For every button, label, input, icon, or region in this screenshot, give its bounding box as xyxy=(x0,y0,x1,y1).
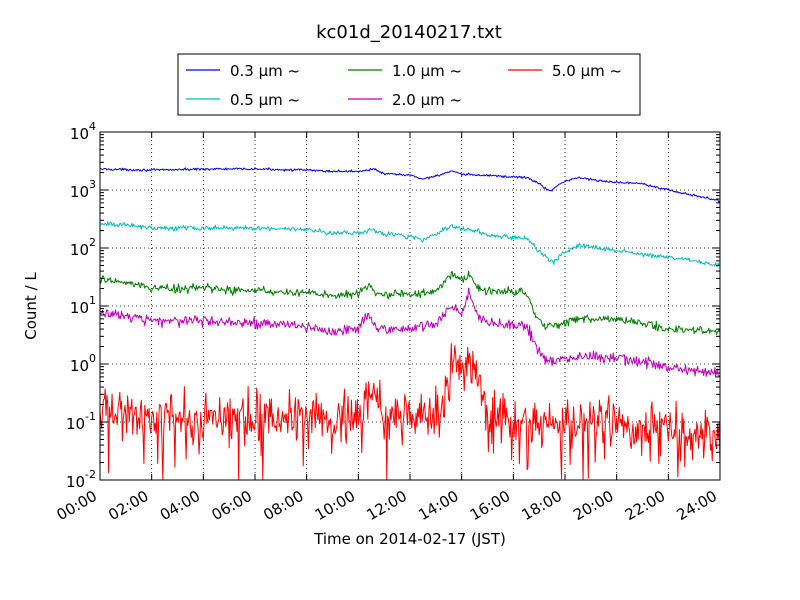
y-tick-label: 104 xyxy=(70,120,96,143)
y-tick-label: 100 xyxy=(70,352,96,375)
legend-entry: 0.5 μm ~ xyxy=(230,91,300,109)
x-tick-label: 10:00 xyxy=(312,487,358,524)
x-tick-label: 20:00 xyxy=(570,487,616,524)
series-layer xyxy=(99,167,721,481)
x-tick-label: 06:00 xyxy=(209,487,255,524)
x-tick-label: 08:00 xyxy=(260,487,306,524)
x-tick-label: 02:00 xyxy=(105,487,151,524)
x-tick-label: 04:00 xyxy=(157,487,203,524)
y-tick-label: 101 xyxy=(70,294,96,317)
y-tick-label: 102 xyxy=(70,236,96,259)
y-axis: 10-2 10-1 100 101 102 103 104 xyxy=(66,120,720,491)
legend: 0.3 μm ~ 0.5 μm ~ 1.0 μm ~ 2.0 μm ~ 5.0 μm ~ xyxy=(177,53,641,116)
y-tick-label: 10-1 xyxy=(66,410,96,433)
legend-entry: 0.3 μm ~ xyxy=(230,62,300,80)
legend-entry: 5.0 μm ~ xyxy=(552,62,622,80)
x-tick-label: 22:00 xyxy=(622,487,668,524)
chart-title: kc01d_20140217.txt xyxy=(316,22,502,43)
x-axis-label: Time on 2014-02-17 (JST) xyxy=(313,530,506,548)
legend-entry: 1.0 μm ~ xyxy=(392,62,462,80)
y-tick-label: 10-2 xyxy=(66,468,96,491)
series-line xyxy=(99,270,721,336)
x-tick-label: 12:00 xyxy=(364,487,410,524)
x-tick-label: 14:00 xyxy=(415,487,461,524)
y-axis-label: Count / L xyxy=(22,272,40,340)
y-tick-label: 103 xyxy=(70,178,96,201)
legend-entry: 2.0 μm ~ xyxy=(392,91,462,109)
series-line xyxy=(99,287,721,378)
series-line xyxy=(99,167,721,203)
x-tick-label: 00:00 xyxy=(54,487,100,524)
x-tick-label: 18:00 xyxy=(519,487,565,524)
x-tick-label: 16:00 xyxy=(467,487,513,524)
legend-frame xyxy=(177,53,641,116)
series-line xyxy=(99,221,721,267)
x-tick-label: 24:00 xyxy=(674,487,720,524)
series-line xyxy=(99,343,721,481)
